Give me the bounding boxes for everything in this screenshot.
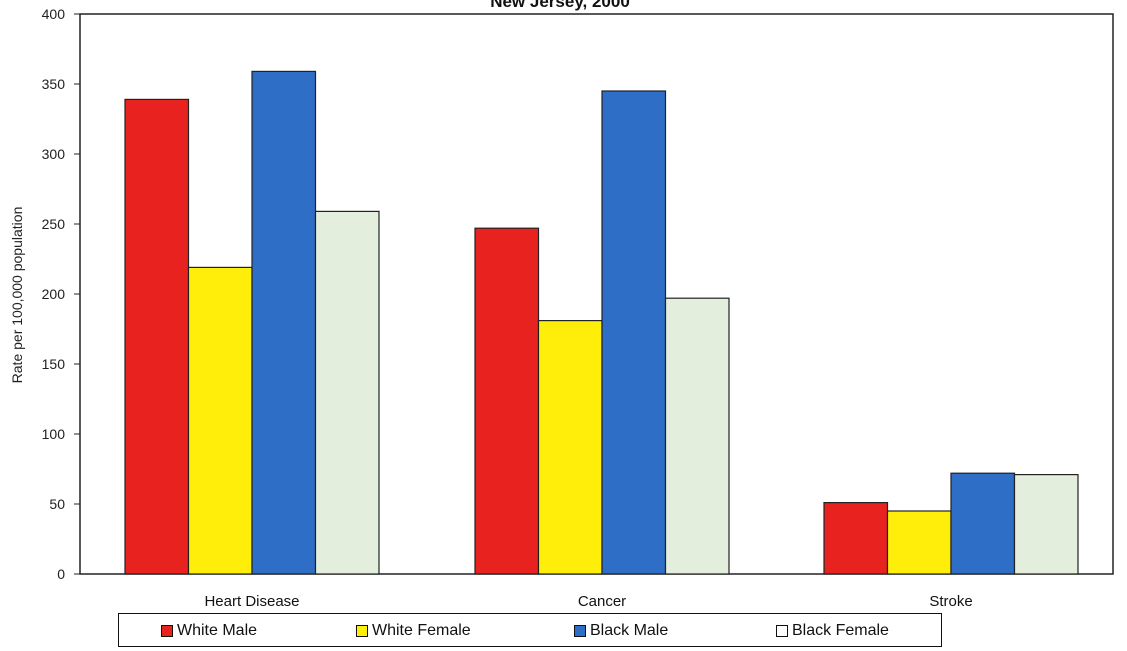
category-label: Heart Disease <box>204 593 299 610</box>
bar-black-male <box>601 90 667 575</box>
legend-swatch <box>161 625 173 637</box>
y-tick-label: 0 <box>57 566 65 582</box>
y-tick-label: 250 <box>42 216 66 232</box>
bar-black-male <box>251 70 317 575</box>
legend-item-black-male: Black Male <box>574 621 668 641</box>
bar-white-female <box>187 266 253 575</box>
bar-white-male <box>124 98 190 575</box>
bar-black-male <box>950 472 1016 575</box>
chart-title: New Jersey, 2000 <box>490 0 630 11</box>
legend-label: Black Female <box>792 622 889 639</box>
bar-black-female <box>664 297 730 575</box>
y-axis-ticks: 0 50 100 150 200 250 300 350 400 <box>42 6 80 582</box>
legend-item-white-male: White Male <box>161 621 257 641</box>
bar-white-male <box>474 227 540 575</box>
legend-label: Black Male <box>590 622 669 639</box>
y-tick-label: 150 <box>42 356 66 372</box>
y-axis-label: Rate per 100,000 population <box>9 207 25 384</box>
y-tick-label: 200 <box>42 286 66 302</box>
bar-white-female <box>886 510 952 575</box>
category-label: Stroke <box>929 593 972 610</box>
bar-white-male <box>823 502 889 575</box>
y-tick-label: 300 <box>42 146 66 162</box>
legend-swatch <box>356 625 368 637</box>
y-tick-label: 50 <box>49 496 65 512</box>
legend-label: White Female <box>372 622 471 639</box>
bars <box>124 70 1079 575</box>
legend-item-black-female: Black Female <box>776 621 889 641</box>
y-tick-label: 350 <box>42 76 66 92</box>
category-label: Cancer <box>578 593 626 610</box>
bar-white-female <box>537 320 603 575</box>
bar-black-female <box>314 210 380 575</box>
legend-swatch <box>574 625 586 637</box>
y-tick-label: 400 <box>42 6 66 22</box>
legend-item-white-female: White Female <box>356 621 471 641</box>
y-tick-label: 100 <box>42 426 66 442</box>
category-labels: Heart Disease Cancer Stroke <box>204 593 972 610</box>
legend-label: White Male <box>177 622 258 639</box>
legend-swatch <box>776 625 788 637</box>
legend: White Male White Female Black Male Black… <box>118 613 942 647</box>
bar-black-female <box>1013 474 1079 575</box>
